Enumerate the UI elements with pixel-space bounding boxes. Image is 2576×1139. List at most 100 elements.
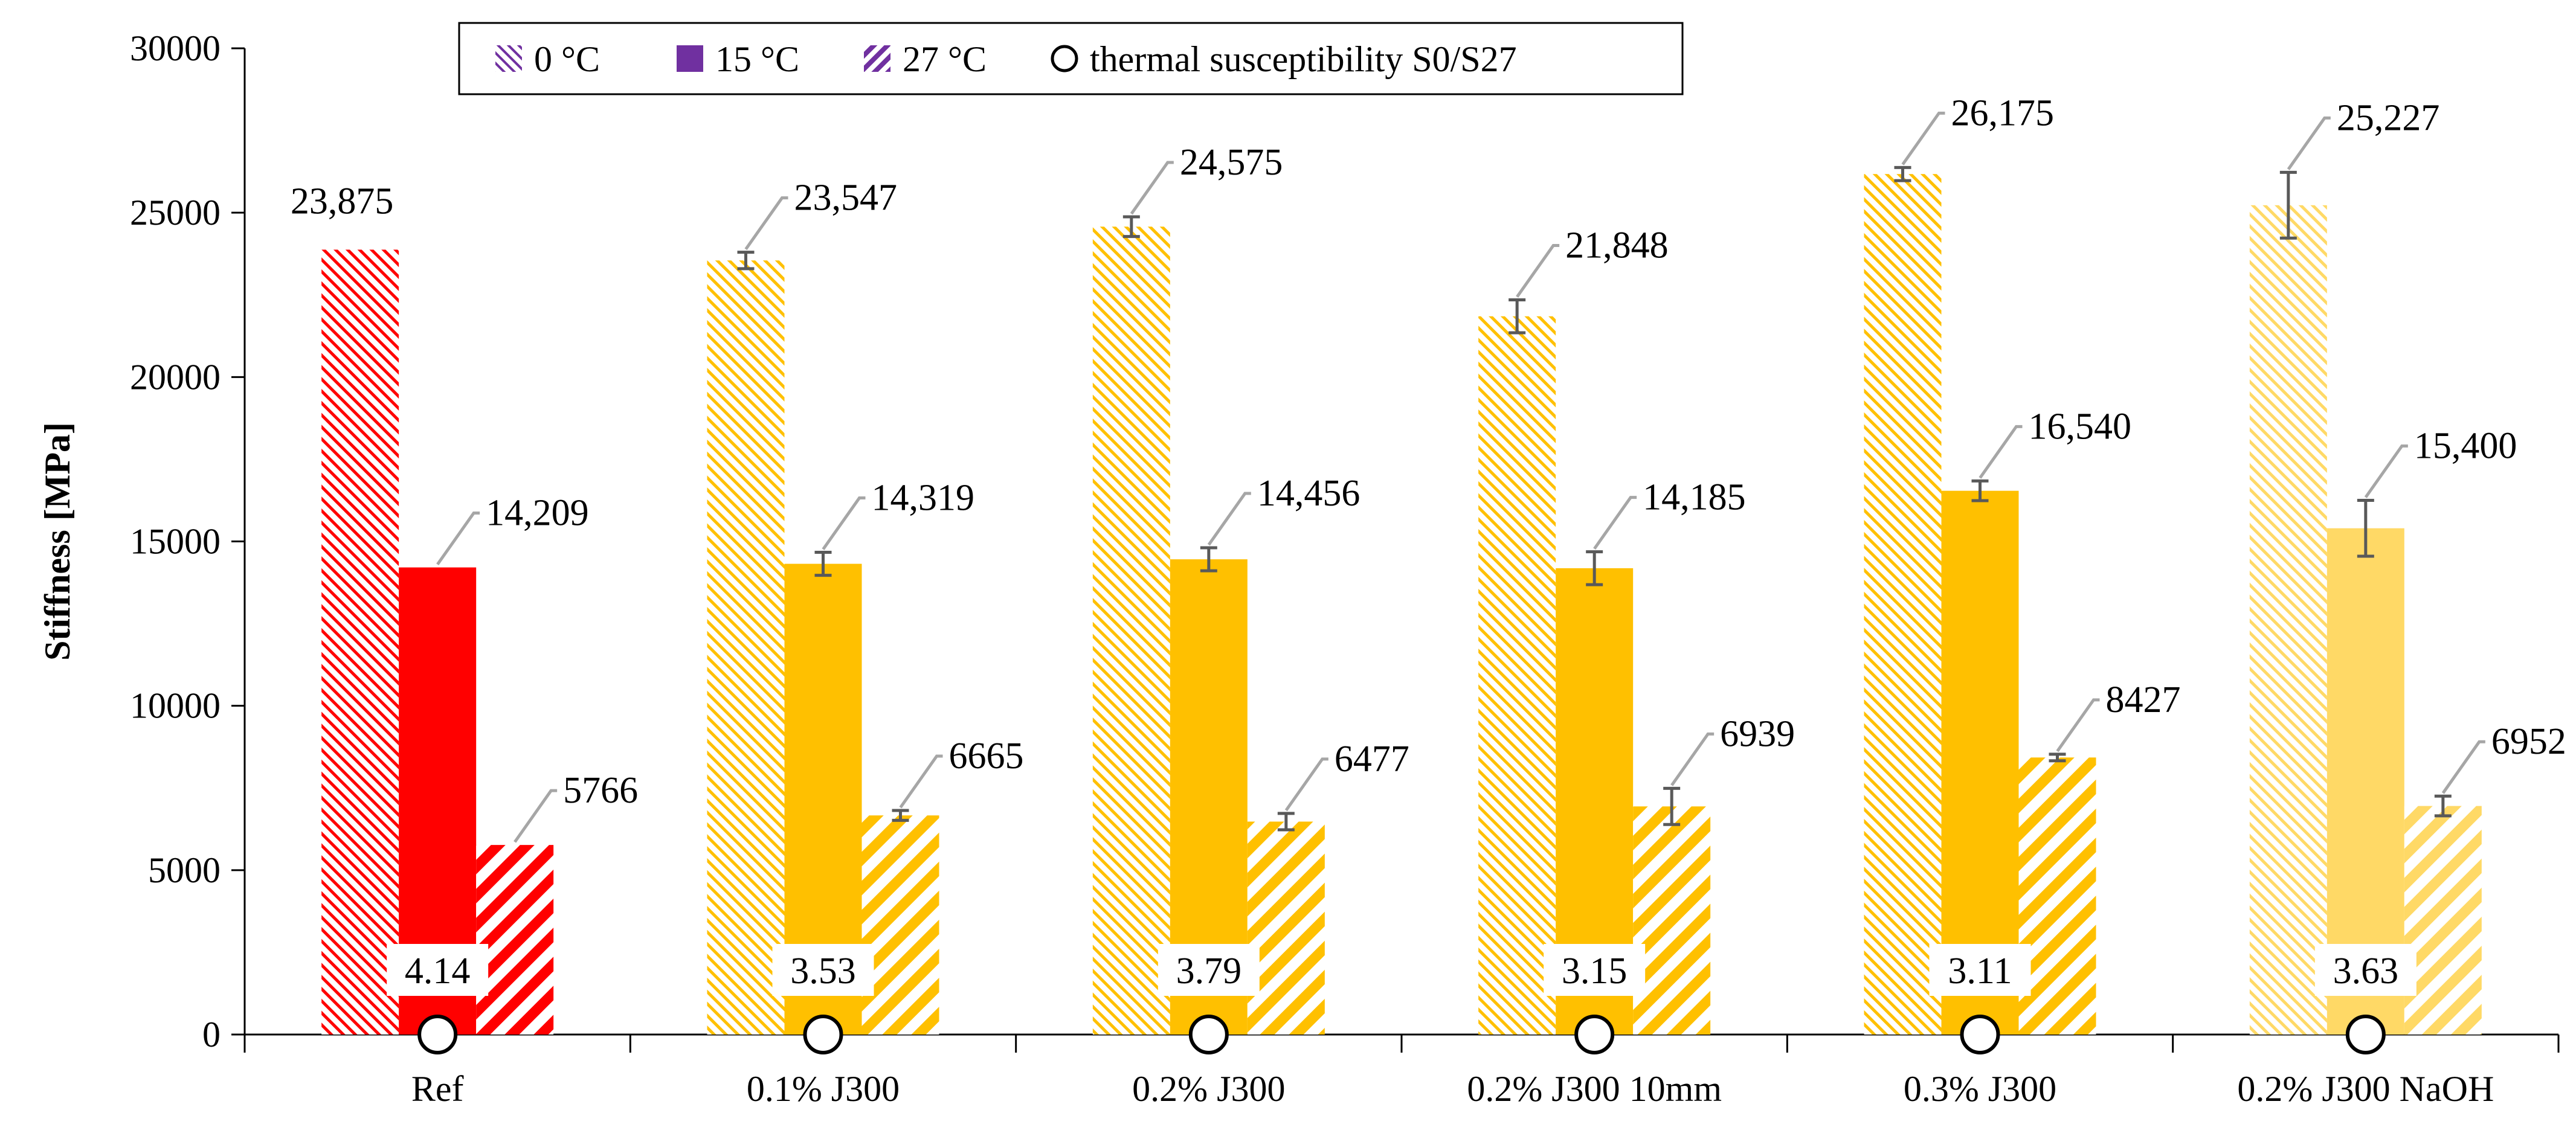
thermal-susceptibility-marker (803, 1015, 843, 1054)
data-label: 16,540 (2029, 406, 2132, 447)
data-label-leader (899, 754, 944, 809)
data-label-bg (480, 489, 616, 537)
data-label-leader (822, 496, 867, 550)
thermal-susceptibility-label-bg (1544, 944, 1646, 996)
data-label: 15,400 (2414, 425, 2517, 466)
bar-27c (476, 845, 554, 1035)
legend-swatch-27c (864, 45, 890, 72)
thermal-susceptibility-label: 4.14 (405, 951, 471, 992)
thermal-susceptibility-label: 3.15 (1562, 951, 1628, 992)
bar-27c (2018, 757, 2096, 1035)
legend-marker-thermal-susceptibility (1051, 45, 1078, 72)
thermal-susceptibility-label-bg (2314, 944, 2417, 996)
bar-0c (707, 260, 785, 1035)
data-label-leader (1130, 161, 1175, 215)
data-label-leader (1901, 111, 1946, 165)
data-label: 14,319 (872, 478, 975, 519)
thermal-susceptibility-marker (1188, 1015, 1229, 1054)
data-label-leader (1670, 732, 1716, 786)
data-label: 14,185 (1643, 477, 1746, 518)
legend-label: 15 °C (715, 39, 799, 79)
bar-0c (1864, 174, 1942, 1035)
data-label-leader (2056, 698, 2101, 752)
data-label-bg (1251, 469, 1386, 518)
data-label-bg (788, 173, 924, 222)
data-label-bg (2330, 94, 2466, 143)
y-tick-label: 30000 (130, 28, 221, 68)
data-label: 26,175 (1951, 92, 2055, 133)
legend-swatch-15c (677, 45, 703, 72)
bar-27c (1247, 821, 1325, 1035)
thermal-susceptibility-marker (417, 1015, 458, 1054)
y-tick-label: 25000 (130, 193, 221, 233)
data-label: 6477 (1335, 739, 1409, 780)
data-label: 8427 (2106, 679, 2181, 720)
data-label: 5766 (563, 770, 638, 811)
thermal-susceptibility-label-bg (387, 944, 489, 996)
x-tick-label: 0.2% J300 10mm (1467, 1069, 1722, 1109)
data-label: 23,875 (291, 181, 394, 222)
data-label-bg (1945, 89, 2081, 138)
legend-swatch-0c (495, 45, 522, 72)
y-tick-label: 15000 (130, 522, 221, 562)
data-label-bg (1714, 710, 1810, 759)
bars-layer (321, 165, 2482, 1035)
legend-label: 27 °C (903, 39, 987, 79)
data-label-leader (2441, 740, 2487, 794)
legend-label: thermal susceptibility S0/S27 (1090, 39, 1517, 79)
data-label-leader (514, 789, 559, 843)
y-tick-label: 0 (202, 1015, 221, 1054)
thermal-susceptibility-label: 3.11 (1948, 951, 2012, 992)
data-label-leader (2364, 444, 2409, 498)
data-label-bg (942, 732, 1038, 781)
thermal-susceptibility-label-bg (772, 944, 874, 996)
data-label-bg (2022, 402, 2158, 451)
data-label-leader (1516, 244, 1561, 298)
data-label: 25,227 (2337, 97, 2440, 138)
bar-0c (1478, 316, 1556, 1035)
data-label-leader (2287, 116, 2332, 170)
data-label-leader (1207, 492, 1252, 546)
bar-0c (2249, 205, 2327, 1035)
thermal-susceptibility-marker (2345, 1015, 2386, 1054)
data-label: 24,575 (1180, 142, 1283, 183)
thermal-susceptibility-label: 3.63 (2333, 951, 2399, 992)
data-label-leader (1593, 496, 1638, 550)
data-label-bg (2099, 675, 2195, 724)
bar-27c (1633, 806, 1711, 1035)
thermal-susceptibility-label-bg (1929, 944, 2031, 996)
legend: 0 °C 15 °C 27 °C thermal susceptibility S0/… (458, 22, 1684, 95)
data-label-leader (744, 196, 790, 251)
data-label: 23,547 (794, 178, 898, 219)
bar-0c (321, 249, 399, 1035)
data-label: 6665 (949, 736, 1024, 777)
thermal-susceptibility-label: 3.79 (1176, 951, 1242, 992)
data-label-bg (865, 473, 1001, 522)
bar-0c (1092, 226, 1170, 1035)
thermal-susceptibility-label-bg (1158, 944, 1260, 996)
data-label-bg (1173, 138, 1309, 187)
y-axis-title: Stiffness [MPa] (37, 422, 77, 661)
data-label-bg (1637, 473, 1773, 522)
x-tick-label: 0.2% J300 (1132, 1069, 1285, 1109)
data-label-bg (2407, 422, 2543, 470)
data-label: 14,209 (486, 493, 589, 534)
thermal-susceptibility-marker (1960, 1015, 2000, 1054)
data-label: 21,848 (1565, 225, 1669, 266)
y-tick-label: 5000 (148, 850, 221, 890)
data-label-leader (1979, 425, 2024, 479)
bar-27c (2404, 806, 2482, 1035)
x-tick-label: 0.1% J300 (747, 1069, 900, 1109)
data-label-leader (1284, 757, 1330, 812)
x-tick-label: 0.3% J300 (1904, 1069, 2056, 1109)
x-tick-label: 0.2% J300 NaOH (2237, 1069, 2494, 1109)
data-label-bg (2485, 717, 2576, 766)
data-label-bg (1559, 221, 1695, 270)
data-label: 6939 (1720, 713, 1795, 754)
bar-27c (861, 815, 939, 1035)
data-label: 14,456 (1257, 473, 1360, 514)
data-label: 6952 (2491, 721, 2566, 762)
y-tick-label: 10000 (130, 686, 221, 726)
y-tick-label: 20000 (130, 357, 221, 397)
